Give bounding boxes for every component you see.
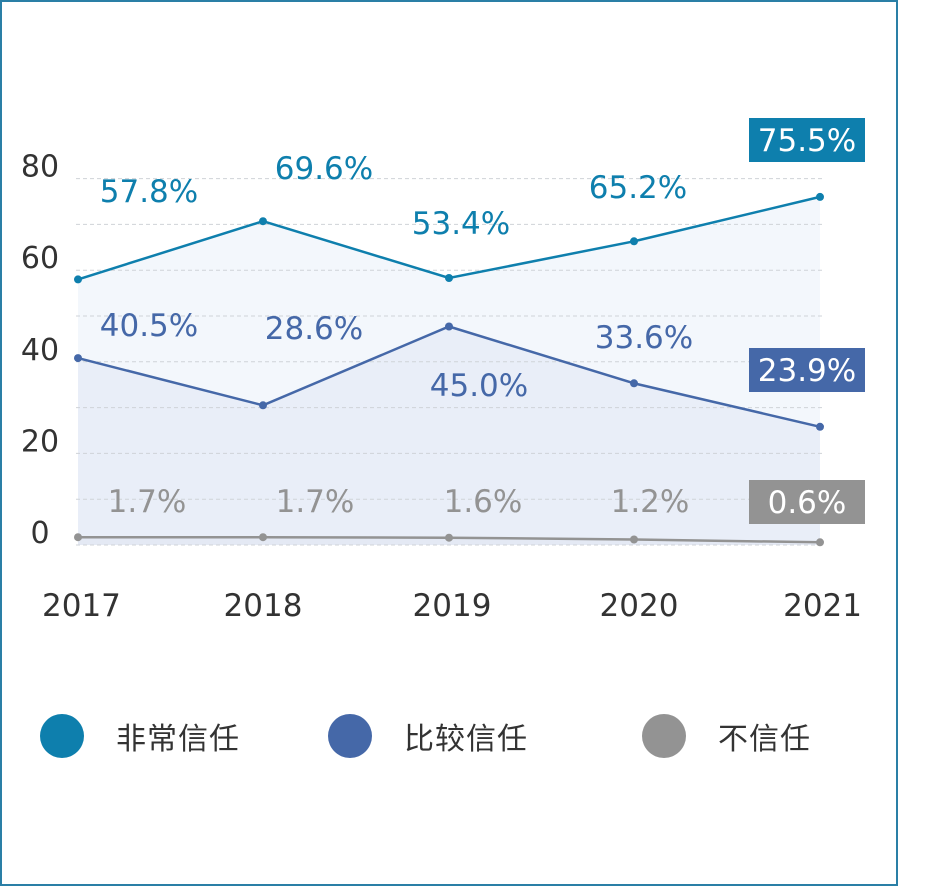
data-point: [445, 274, 453, 282]
data-label: 40.5%: [100, 308, 198, 344]
series-lines: [74, 192, 824, 547]
legend: 非常信任 比较信任 不信任: [2, 709, 900, 763]
chart-frame: 0 20 40 60 80 2017 2018 2019 2020 2021 57.8% 69.6…: [0, 0, 898, 886]
data-point: [259, 217, 267, 226]
data-label: 1.6%: [444, 484, 523, 520]
y-tick-label: 40: [21, 333, 59, 368]
legend-label-no-trust: 不信任: [718, 722, 811, 757]
highlight-label: 23.9%: [758, 353, 856, 389]
data-label: 28.6%: [265, 311, 363, 347]
grid-lines: [76, 178, 822, 546]
data-label: 45.0%: [430, 368, 528, 404]
legend-item-very-trust: 非常信任: [40, 709, 240, 763]
data-label: 33.6%: [595, 320, 693, 356]
legend-item-no-trust: 不信任: [642, 709, 811, 763]
data-label: 53.4%: [412, 206, 510, 242]
data-labels: 57.8% 69.6% 53.4% 65.2% 40.5% 28.6% 45.0% 33.6%…: [100, 118, 865, 524]
data-point: [816, 192, 824, 201]
highlight-label: 75.5%: [758, 123, 856, 159]
data-label: 1.2%: [611, 484, 690, 520]
y-tick-label: 0: [30, 516, 49, 551]
legend-label-fairly-trust: 比较信任: [404, 722, 528, 757]
x-tick-label: 2021: [783, 588, 862, 624]
data-point: [74, 354, 82, 363]
data-point: [816, 422, 824, 431]
y-tick-label: 20: [21, 424, 59, 459]
y-axis: 0 20 40 60 80: [21, 150, 59, 551]
x-tick-label: 2020: [600, 588, 679, 624]
line-chart: 0 20 40 60 80 2017 2018 2019 2020 2021 57.8% 69.6…: [21, 118, 865, 624]
x-tick-label: 2019: [413, 588, 492, 624]
x-axis: 2017 2018 2019 2020 2021: [42, 588, 862, 624]
highlight-box: [749, 480, 865, 524]
data-point: [259, 533, 267, 542]
data-label: 1.7%: [276, 484, 355, 520]
legend-swatch-no-trust: [642, 714, 686, 758]
y-tick-label: 80: [21, 150, 59, 185]
data-point: [445, 533, 453, 542]
data-label: 69.6%: [275, 151, 373, 187]
data-point: [630, 379, 638, 388]
data-point: [259, 401, 267, 410]
data-point: [816, 538, 824, 547]
data-point: [630, 535, 638, 544]
data-point: [74, 533, 82, 542]
x-tick-label: 2017: [42, 588, 121, 624]
data-label: 65.2%: [589, 170, 687, 206]
legend-item-fairly-trust: 比较信任: [328, 709, 528, 763]
highlight-label: 0.6%: [768, 485, 847, 521]
data-label: 57.8%: [100, 174, 198, 210]
x-tick-label: 2018: [224, 588, 303, 624]
area-band: [78, 326, 820, 545]
y-tick-label: 60: [21, 241, 59, 276]
data-label: 1.7%: [108, 484, 187, 520]
legend-label-very-trust: 非常信任: [116, 722, 240, 757]
highlight-box: [749, 118, 865, 162]
data-point: [630, 237, 638, 246]
legend-swatch-fairly-trust: [328, 714, 372, 758]
legend-swatch-very-trust: [40, 714, 84, 758]
data-point: [445, 322, 453, 331]
highlight-box: [749, 348, 865, 392]
data-point: [74, 275, 82, 284]
